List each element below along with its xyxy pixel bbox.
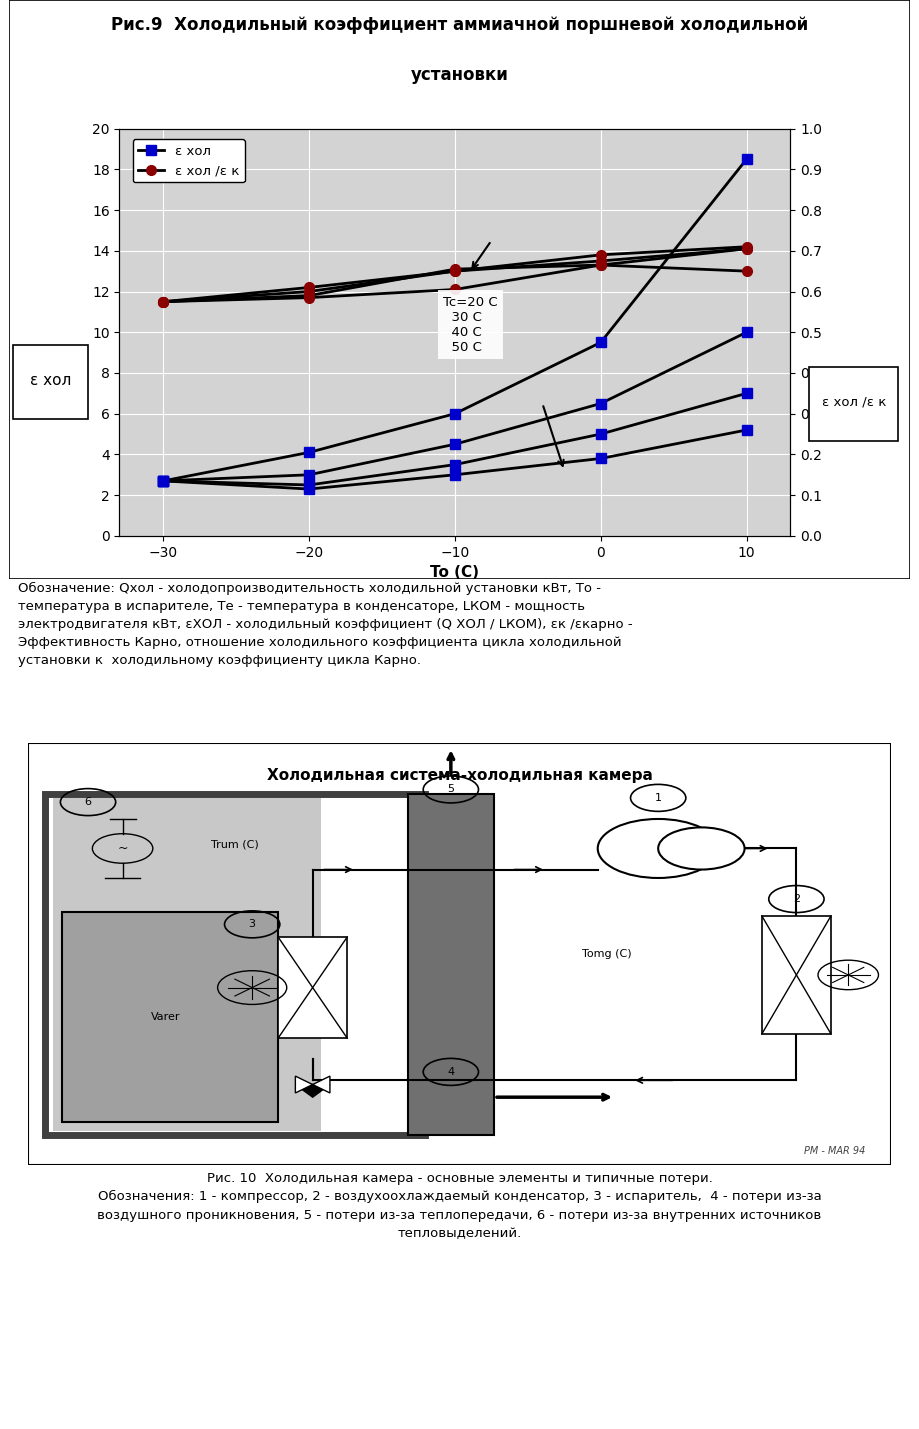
Text: 2: 2 — [793, 895, 800, 905]
Text: Холодильная система-холодильная камера: Холодильная система-холодильная камера — [267, 769, 652, 783]
Text: 1: 1 — [654, 793, 662, 803]
Bar — [13, 346, 88, 420]
Polygon shape — [295, 1076, 330, 1093]
Text: 6: 6 — [85, 797, 92, 807]
Text: Tomg (C): Tomg (C) — [582, 949, 631, 959]
Bar — [45, 793, 425, 1135]
Text: Trum (C): Trum (C) — [211, 839, 259, 849]
Bar — [53, 797, 322, 1130]
Text: Рис. 10  Холодильная камера - основные элементы и типичные потери.
Обозначения: : Рис. 10 Холодильная камера - основные эл… — [97, 1172, 822, 1240]
Bar — [62, 912, 278, 1123]
Text: PM - MAR 94: PM - MAR 94 — [804, 1146, 866, 1156]
Text: 5: 5 — [448, 785, 454, 795]
Text: Varer: Varer — [151, 1012, 180, 1022]
Bar — [762, 916, 831, 1035]
Polygon shape — [295, 1085, 330, 1097]
Circle shape — [658, 827, 744, 869]
Bar — [809, 366, 899, 440]
Text: Рис.9  Холодильный коэффициент аммиачной поршневой холодильной: Рис.9 Холодильный коэффициент аммиачной … — [111, 16, 808, 34]
Text: 3: 3 — [249, 919, 255, 929]
Text: ε хол: ε хол — [29, 373, 72, 387]
Bar — [408, 793, 494, 1135]
X-axis label: To (C): To (C) — [430, 564, 480, 580]
Legend: ε хол, ε хол /ε к: ε хол, ε хол /ε к — [132, 139, 244, 183]
Text: 4: 4 — [448, 1067, 454, 1077]
Text: Tc=20 C
  30 C
  40 C
  50 C: Tc=20 C 30 C 40 C 50 C — [443, 296, 498, 353]
Text: установки: установки — [411, 66, 508, 84]
Bar — [278, 937, 347, 1037]
Text: Обозначение: Qхол - холодопроизводительность холодильной установки кВт, Tо -
тем: Обозначение: Qхол - холодопроизводительн… — [18, 582, 633, 667]
Text: ε хол /ε к: ε хол /ε к — [822, 396, 886, 409]
Text: ~: ~ — [118, 842, 128, 855]
